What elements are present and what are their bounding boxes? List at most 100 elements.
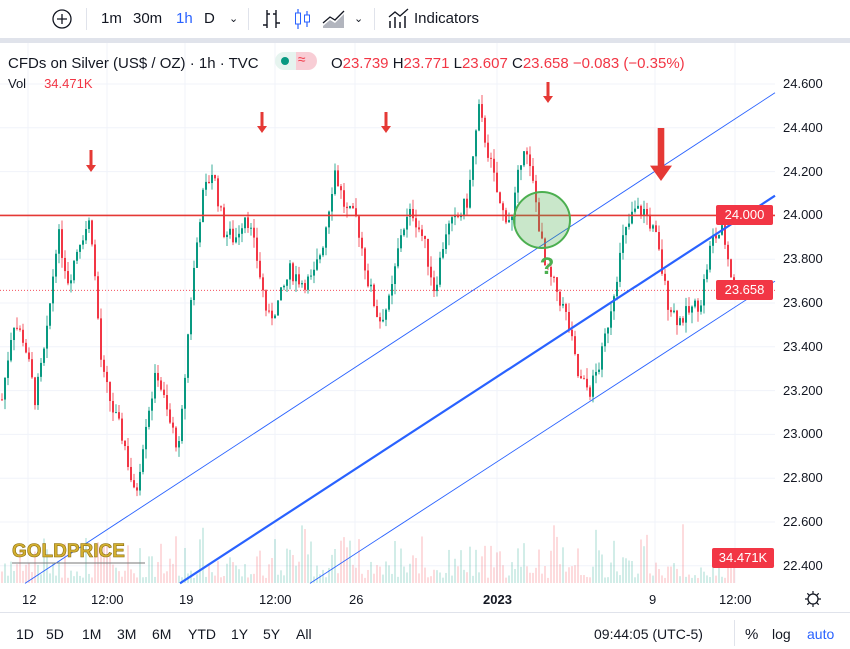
candle-body: [133, 480, 135, 488]
volume-bar: [205, 576, 207, 583]
range-button-5y[interactable]: 5Y: [263, 626, 281, 642]
volume-bar: [172, 563, 174, 583]
volume-bar: [343, 537, 345, 583]
range-button-ytd[interactable]: YTD: [188, 626, 216, 642]
interval-1h[interactable]: 1h: [176, 10, 193, 27]
area-chart-icon[interactable]: [322, 8, 346, 30]
volume-bar: [571, 566, 573, 583]
candle-body: [220, 206, 222, 208]
candle-body: [490, 157, 492, 159]
volume-bar: [499, 551, 501, 583]
volume-legend: Vol 34.471K: [8, 76, 93, 91]
volume-bar: [367, 569, 369, 583]
symbol-legend: CFDs on Silver (US$ / OZ) · 1h · TVC ≈ O…: [8, 51, 685, 72]
candle-body: [49, 303, 51, 326]
volume-bar: [124, 570, 126, 583]
chevron-down-icon[interactable]: ⌄: [354, 13, 364, 25]
candle-body: [142, 449, 144, 472]
question-mark: ?: [540, 253, 555, 280]
divider: [734, 620, 735, 646]
candle-body: [643, 208, 645, 216]
volume-bar: [718, 557, 720, 583]
volume-bar: [523, 543, 525, 583]
volume-bar: [103, 544, 105, 583]
volume-bar: [76, 571, 78, 583]
volume-bar: [694, 575, 696, 583]
candle-body: [28, 352, 30, 360]
chevron-down-icon[interactable]: ⌄: [229, 13, 239, 25]
volume-bar: [286, 548, 288, 583]
candle-body: [445, 234, 447, 250]
range-button-1d[interactable]: 1D: [16, 626, 34, 642]
clock[interactable]: 09:44:05 (UTC-5): [594, 626, 703, 642]
volume-bar: [592, 566, 594, 583]
volume-bar: [85, 537, 87, 583]
indicators-icon[interactable]: [388, 8, 410, 30]
price-chart[interactable]: ? GOLDPRICE: [0, 0, 850, 612]
channel-lower-line: [309, 280, 776, 584]
volume-bar: [340, 540, 342, 583]
candle-body: [340, 186, 342, 191]
volume-bar: [379, 566, 381, 583]
candle-body: [184, 377, 186, 409]
percent-toggle[interactable]: %: [745, 626, 759, 643]
volume-bar: [175, 536, 177, 583]
candles-icon[interactable]: [293, 8, 313, 30]
range-button-3m[interactable]: 3M: [117, 626, 137, 642]
volume-bar: [91, 577, 93, 583]
range-button-1m[interactable]: 1M: [82, 626, 102, 642]
bar-chart-icon[interactable]: [262, 8, 282, 30]
price-tick-label: 23.400: [783, 338, 823, 354]
interval-1m[interactable]: 1m: [101, 10, 122, 27]
candle-body: [631, 211, 633, 224]
volume-bar: [685, 576, 687, 583]
candle-body: [148, 410, 150, 427]
volume-bar: [697, 577, 699, 583]
volume-bar: [139, 548, 141, 583]
volume-bar: [487, 577, 489, 583]
candle-body: [442, 249, 444, 258]
volume-bar: [154, 576, 156, 583]
auto-toggle[interactable]: auto: [807, 626, 835, 642]
candle-body: [385, 309, 387, 320]
candle-body: [250, 227, 252, 229]
volume-bar: [55, 575, 57, 583]
volume-bar: [130, 569, 132, 583]
candle-body: [106, 371, 108, 383]
candle-body: [82, 240, 84, 245]
time-tick-label: 26: [349, 592, 364, 607]
volume-bar: [637, 573, 639, 583]
market-status-badge[interactable]: ≈: [274, 51, 317, 70]
range-button-6m[interactable]: 6M: [152, 626, 172, 642]
volume-bar: [442, 577, 444, 583]
candle-body: [727, 244, 729, 260]
volume-bar: [271, 557, 273, 583]
volume-bar: [424, 567, 426, 583]
volume-bar: [544, 566, 546, 583]
volume-bar: [226, 563, 228, 583]
indicators-button[interactable]: Indicators: [414, 10, 480, 27]
range-button-1y[interactable]: 1Y: [231, 626, 249, 642]
interval-d[interactable]: D: [204, 10, 215, 27]
log-toggle[interactable]: log: [772, 626, 791, 642]
candle-body: [703, 279, 705, 306]
volume-bar: [334, 548, 336, 583]
range-button-all[interactable]: All: [296, 626, 312, 642]
volume-bar: [409, 563, 411, 583]
candle-body: [523, 151, 525, 166]
add-symbol-icon[interactable]: [51, 8, 73, 30]
settings-icon[interactable]: [804, 590, 822, 608]
candle-body: [370, 284, 372, 287]
symbol-title[interactable]: CFDs on Silver (US$ / OZ) · 1h · TVC: [8, 55, 259, 72]
candle-body: [115, 412, 117, 414]
range-button-5d[interactable]: 5D: [46, 626, 64, 642]
volume-bar: [667, 566, 669, 583]
volume-bar: [457, 566, 459, 583]
volume-bar: [583, 575, 585, 583]
candle-body: [283, 285, 285, 288]
volume-bar: [661, 575, 663, 583]
volume-bar: [295, 565, 297, 583]
candle-body: [481, 104, 483, 118]
candle-body: [169, 409, 171, 423]
interval-30m[interactable]: 30m: [133, 10, 163, 27]
